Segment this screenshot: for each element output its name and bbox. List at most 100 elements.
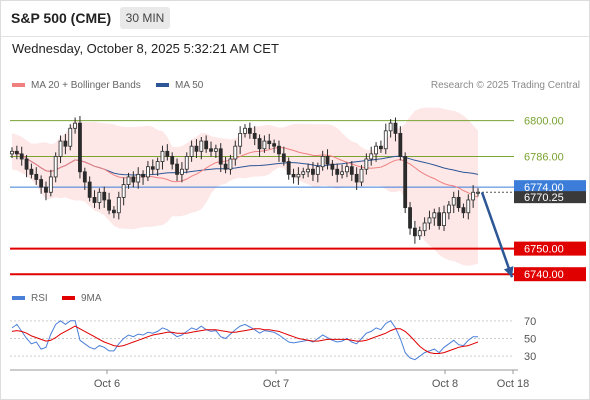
legend-rsi: RSI [12, 293, 48, 304]
legend-ma50-label: MA 50 [175, 80, 204, 91]
x-tick-label: Oct 8 [432, 378, 458, 390]
candle [112, 206, 116, 219]
rsi-tick-50: 50 [524, 334, 536, 346]
candle-body [354, 173, 359, 183]
candle [252, 126, 257, 146]
candle-body [24, 158, 29, 170]
candle [189, 140, 194, 162]
candle-body [73, 122, 78, 129]
candle [466, 194, 471, 220]
candle [228, 154, 233, 175]
candle-body [427, 217, 432, 224]
rsi-tick-70: 70 [524, 316, 536, 328]
candle [233, 140, 238, 166]
candle-body [199, 140, 204, 152]
candle-body [374, 145, 378, 155]
candle [301, 167, 306, 179]
candle-body [175, 163, 179, 175]
candle-body [92, 196, 97, 203]
candle-body [141, 173, 145, 178]
candle [213, 144, 218, 158]
candle [315, 162, 320, 183]
candle-body [388, 122, 393, 132]
candle-body [296, 173, 301, 178]
level-label-6800.00: 6800.00 [524, 116, 564, 128]
candle [146, 161, 150, 182]
candle [199, 136, 204, 160]
candle [19, 146, 24, 166]
candle-body [53, 156, 58, 178]
candle [131, 171, 136, 188]
candle-body [277, 145, 281, 155]
candle-body [267, 140, 272, 145]
candle-body [345, 166, 349, 173]
candle [456, 190, 461, 212]
candle-body [379, 145, 383, 150]
candle [58, 135, 63, 164]
candle-body [102, 191, 107, 201]
x-tick-label: Oct 18 [497, 378, 529, 390]
candle [14, 145, 19, 160]
candle [476, 188, 480, 197]
candle-body [461, 207, 466, 214]
candle [243, 124, 247, 138]
candle-body [437, 212, 442, 226]
candle [92, 190, 97, 208]
symbol-title: S&P 500 (CME) [11, 10, 112, 26]
candle [398, 126, 403, 161]
level-label-6740.00: 6740.00 [524, 269, 564, 281]
candle [209, 141, 213, 157]
candle [422, 217, 427, 237]
candle-body [398, 132, 403, 157]
candle [277, 140, 281, 162]
candle-body [364, 158, 369, 170]
level-box-6740.00 [514, 267, 586, 282]
candle-body [29, 168, 34, 175]
candle [471, 185, 476, 208]
candle-body [262, 140, 267, 150]
candle [78, 115, 82, 179]
candle [150, 159, 155, 175]
timeframe-button[interactable]: 30 MIN [120, 7, 170, 29]
candle-body [179, 168, 184, 175]
candle-body [325, 156, 330, 165]
candle [160, 145, 165, 170]
candle [223, 156, 228, 174]
candle-body [432, 212, 437, 219]
candle-body [369, 153, 374, 160]
candle-body [315, 166, 320, 175]
header-divider [0, 36, 590, 37]
candle [296, 167, 301, 185]
candle [262, 135, 267, 153]
candle [437, 207, 442, 230]
candle [218, 143, 223, 173]
candle-body [170, 156, 175, 165]
candle [388, 119, 393, 138]
candle [311, 162, 315, 182]
candle-body [393, 122, 398, 134]
chart-header: S&P 500 (CME) 30 MIN [0, 0, 590, 36]
level-label-6786.00: 6786.00 [524, 151, 564, 163]
candle-body [446, 204, 451, 214]
candle-body [204, 140, 209, 150]
candle [335, 163, 340, 183]
candle [306, 163, 311, 178]
candle [29, 163, 34, 179]
candle [403, 152, 408, 214]
candle-body [44, 186, 48, 193]
candle-body [247, 127, 252, 134]
candle-body [471, 191, 476, 201]
candle [461, 203, 466, 219]
candle [272, 139, 277, 153]
x-tick-label: Oct 6 [94, 378, 120, 390]
candle-body [160, 150, 165, 162]
forecast-arrow [480, 191, 514, 278]
candle-body [306, 168, 311, 173]
candle-body [383, 130, 388, 150]
candle [194, 139, 199, 158]
candle [349, 161, 354, 182]
candle-body [165, 150, 170, 157]
bollinger-band [12, 107, 478, 266]
candle [44, 181, 48, 201]
